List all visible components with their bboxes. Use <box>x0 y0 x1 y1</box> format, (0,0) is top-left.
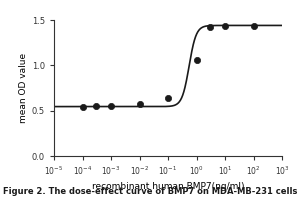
Point <box>94 105 98 108</box>
Text: Figure 2. The dose-effect curve of BMP7 on MDA-MB-231 cells: Figure 2. The dose-effect curve of BMP7 … <box>3 187 297 196</box>
Y-axis label: mean OD value: mean OD value <box>19 53 28 123</box>
Point <box>223 25 227 28</box>
Point <box>137 103 142 106</box>
Point <box>208 26 212 29</box>
X-axis label: recombinant human BMP7(ng/ml): recombinant human BMP7(ng/ml) <box>92 182 244 191</box>
Point <box>251 24 256 27</box>
Point <box>109 104 113 107</box>
Point <box>194 59 199 62</box>
Point <box>166 97 170 100</box>
Point <box>80 105 85 108</box>
